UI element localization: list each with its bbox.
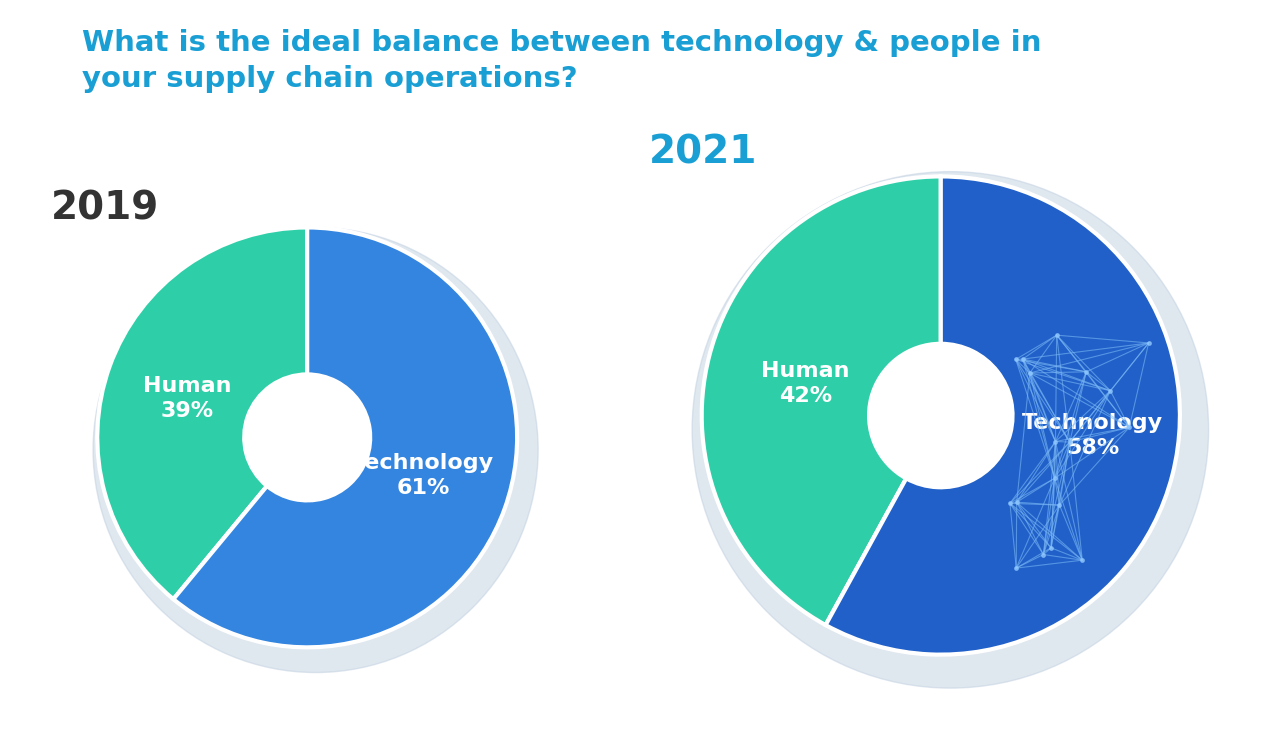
- Circle shape: [93, 227, 538, 673]
- Text: 2019: 2019: [51, 190, 159, 227]
- Text: Technology
61%: Technology 61%: [352, 453, 494, 498]
- Circle shape: [244, 375, 370, 500]
- Text: Human
42%: Human 42%: [762, 362, 850, 406]
- Circle shape: [869, 344, 1012, 487]
- Wedge shape: [826, 176, 1180, 655]
- Text: What is the ideal balance between technology & people in
your supply chain opera: What is the ideal balance between techno…: [82, 29, 1041, 93]
- Wedge shape: [97, 227, 307, 599]
- Text: 2021: 2021: [649, 133, 758, 171]
- Text: Technology
58%: Technology 58%: [1023, 413, 1164, 458]
- Wedge shape: [173, 227, 517, 647]
- Text: Human
39%: Human 39%: [143, 375, 232, 421]
- Wedge shape: [701, 176, 941, 625]
- Circle shape: [692, 171, 1208, 688]
